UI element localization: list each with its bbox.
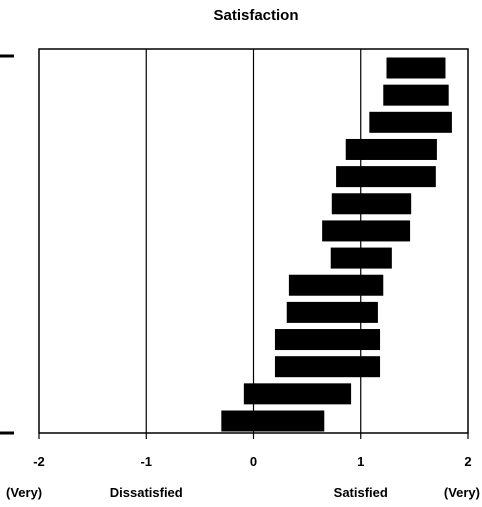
x-axis-tick-labels: -2 -1 0 1 2	[33, 454, 471, 469]
x-axis-label: Dissatisfied	[110, 485, 183, 500]
range-bar	[369, 111, 452, 133]
range-bar	[274, 329, 381, 351]
x-tick-label: -1	[140, 454, 152, 469]
x-tick-label: 0	[250, 454, 257, 469]
range-bar	[286, 301, 378, 323]
range-bar	[288, 274, 384, 296]
x-tick-label: -2	[33, 454, 45, 469]
range-bar	[336, 166, 436, 188]
x-tick-label: 1	[357, 454, 364, 469]
range-bar	[331, 193, 412, 215]
range-bar	[345, 138, 437, 160]
x-tick-label: 2	[464, 454, 471, 469]
range-bar	[322, 220, 411, 242]
range-bar	[243, 383, 352, 405]
range-bar	[383, 84, 449, 106]
range-bar	[330, 247, 392, 269]
range-bar	[274, 356, 381, 378]
x-axis-ticks	[38, 433, 469, 439]
x-axis-label: Satisfied	[334, 485, 388, 500]
range-bar	[386, 57, 446, 79]
x-axis-labels: (Very) Dissatisfied Satisfied (Very)	[6, 485, 480, 500]
chart-title: Satisfaction	[213, 7, 298, 24]
range-bar	[221, 410, 325, 432]
x-axis-label: (Very)	[6, 485, 42, 500]
bars	[221, 57, 452, 432]
x-axis-label: (Very)	[444, 485, 480, 500]
